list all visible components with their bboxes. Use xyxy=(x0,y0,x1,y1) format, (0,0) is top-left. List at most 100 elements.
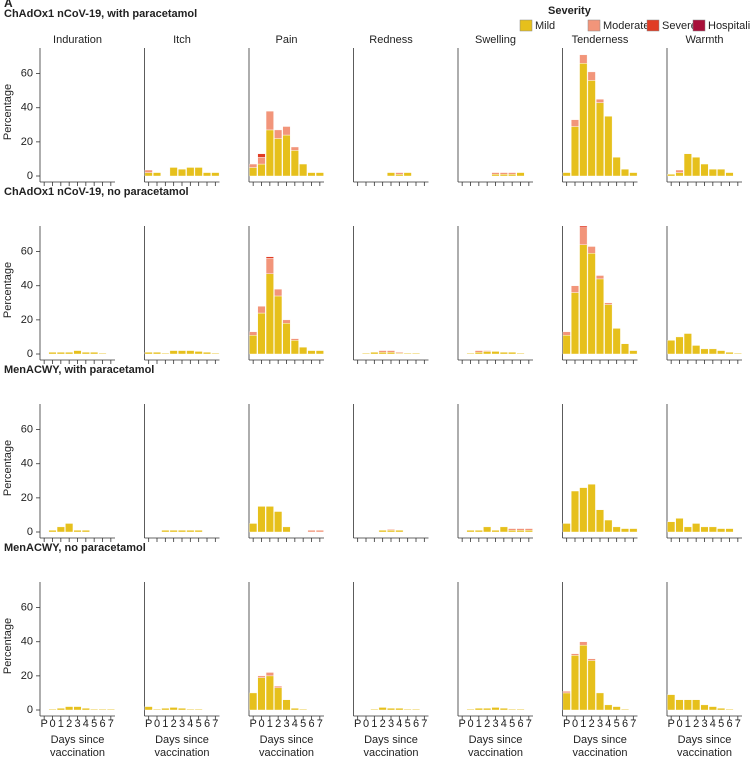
bar-segment xyxy=(98,352,107,355)
bar-segment xyxy=(571,285,579,293)
bar-segment xyxy=(516,708,525,711)
bar-segment xyxy=(571,119,579,127)
x-tick-label: 6 xyxy=(413,718,419,730)
bar-segment xyxy=(683,333,692,355)
bar-segment xyxy=(508,352,517,355)
bar-segment xyxy=(604,304,613,355)
bar-segment xyxy=(315,530,324,533)
x-tick-label: 3 xyxy=(74,718,80,730)
bar-segment xyxy=(81,352,90,355)
bar-segment xyxy=(667,174,676,177)
x-tick-label: 1 xyxy=(58,718,64,730)
bar-segment xyxy=(194,351,203,355)
bar-segment xyxy=(282,699,291,711)
bar-segment xyxy=(169,167,178,177)
bar-segment xyxy=(257,506,266,533)
x-tick-label: 0 xyxy=(363,718,369,730)
bar-segment xyxy=(700,704,709,711)
bar-segment xyxy=(48,352,57,355)
bar-segment xyxy=(491,172,500,175)
bar-segment xyxy=(499,526,508,533)
x-tick-label: 7 xyxy=(421,718,427,730)
y-tick-label: 60 xyxy=(21,68,33,80)
bar-segment xyxy=(733,352,742,355)
bar-segment xyxy=(499,352,508,355)
bar-segment xyxy=(290,150,299,177)
bar-segment xyxy=(516,352,525,355)
bar-segment xyxy=(700,526,709,533)
bar-segment xyxy=(178,350,186,355)
bar-segment xyxy=(161,708,170,711)
x-axis-label: Days since vaccination xyxy=(467,734,524,759)
y-axis-label: Percentage xyxy=(2,618,14,674)
bar-segment xyxy=(282,319,291,324)
bar-segment xyxy=(56,708,65,711)
bar-segment xyxy=(499,708,508,711)
y-tick-label: 20 xyxy=(21,670,33,682)
bar-segment xyxy=(387,530,395,533)
y-tick-label: 60 xyxy=(21,602,33,614)
column-title: Redness xyxy=(369,34,413,46)
bar-segment xyxy=(395,174,404,177)
bar-segment xyxy=(508,530,517,533)
bar-segment xyxy=(579,487,588,533)
x-tick-label: 4 xyxy=(501,718,507,730)
bar-segment xyxy=(274,295,283,355)
row-title: MenACWY, no paracetamol xyxy=(4,542,146,554)
bar-segment xyxy=(499,174,508,177)
x-tick-label: 4 xyxy=(396,718,402,730)
bar-segment xyxy=(516,172,525,177)
bar-segment xyxy=(683,526,692,533)
x-tick-label: 7 xyxy=(108,718,114,730)
legend-label: Hospitalisation xyxy=(708,20,750,32)
x-tick-label: 3 xyxy=(492,718,498,730)
bar-segment xyxy=(203,172,211,177)
x-tick-label: 4 xyxy=(187,718,193,730)
x-axis-label: Days since vaccination xyxy=(258,734,315,759)
x-tick-label: 3 xyxy=(283,718,289,730)
x-tick-label: 6 xyxy=(99,718,105,730)
y-tick-label: 40 xyxy=(21,280,33,292)
x-tick-label: 7 xyxy=(526,718,532,730)
x-tick-label: 3 xyxy=(597,718,603,730)
x-tick-label: 6 xyxy=(622,718,628,730)
x-tick-label: 5 xyxy=(405,718,411,730)
x-tick-label: 2 xyxy=(66,718,72,730)
x-tick-label: P xyxy=(563,718,570,730)
bar-segment xyxy=(194,708,203,711)
bar-segment xyxy=(48,530,57,533)
bar-segment xyxy=(65,706,74,711)
panel-label: A xyxy=(4,0,13,10)
column-title: Tenderness xyxy=(572,34,629,46)
bar-segment xyxy=(257,677,266,711)
x-tick-label: 1 xyxy=(685,718,691,730)
bar-segment xyxy=(290,340,299,355)
bar-segment xyxy=(387,172,395,177)
bar-segment xyxy=(562,335,571,355)
bar-segment xyxy=(403,708,412,711)
bar-segment xyxy=(612,526,621,533)
bar-segment xyxy=(571,292,579,355)
x-tick-label: 7 xyxy=(630,718,636,730)
x-tick-label: 5 xyxy=(509,718,515,730)
bar-segment xyxy=(629,350,638,355)
x-tick-label: 5 xyxy=(91,718,97,730)
bar-segment xyxy=(717,528,726,533)
bar-segment xyxy=(692,523,701,533)
y-axis-label: Percentage xyxy=(2,262,14,318)
y-tick-label: 40 xyxy=(21,458,33,470)
bar-segment xyxy=(90,352,99,355)
x-tick-label: P xyxy=(40,718,47,730)
bar-segment xyxy=(412,708,420,711)
x-tick-label: 3 xyxy=(701,718,707,730)
bar-segment xyxy=(675,336,684,355)
row-title: ChAdOx1 nCoV-19, no paracetamol xyxy=(4,186,189,198)
bar-segment xyxy=(186,167,195,177)
x-tick-label: 4 xyxy=(292,718,298,730)
bar-segment xyxy=(621,708,629,711)
x-axis-label: Days since vaccination xyxy=(154,734,210,759)
x-tick-label: 7 xyxy=(212,718,218,730)
bar-segment xyxy=(474,708,483,711)
x-tick-label: 6 xyxy=(517,718,523,730)
